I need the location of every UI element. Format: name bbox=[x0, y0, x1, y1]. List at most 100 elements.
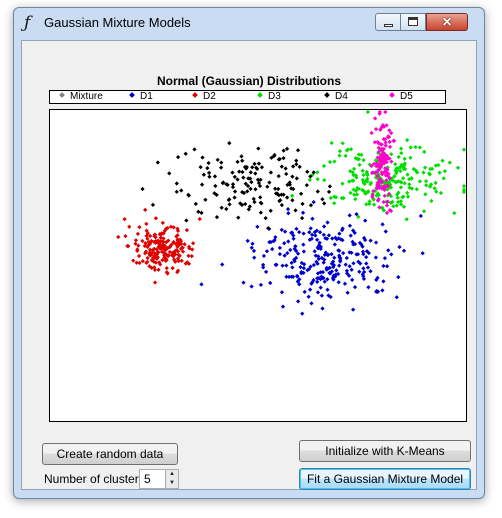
point-d3 bbox=[329, 140, 334, 146]
point-d1 bbox=[347, 264, 352, 269]
point-d1 bbox=[258, 282, 264, 288]
legend-marker-d1 bbox=[129, 92, 135, 99]
point-d5 bbox=[369, 130, 374, 136]
point-d1 bbox=[350, 277, 355, 282]
plot-area[interactable] bbox=[49, 109, 467, 422]
point-d4 bbox=[150, 202, 156, 208]
maximize-button[interactable] bbox=[401, 13, 426, 31]
point-d2 bbox=[182, 242, 187, 247]
point-d1 bbox=[297, 230, 302, 235]
maximize-icon bbox=[408, 17, 418, 26]
point-d2 bbox=[144, 221, 149, 226]
point-d1 bbox=[245, 238, 250, 244]
clusters-value[interactable]: 5 bbox=[144, 472, 151, 486]
point-d1 bbox=[351, 307, 356, 312]
point-d1 bbox=[301, 265, 307, 271]
point-d5 bbox=[384, 210, 390, 215]
point-d1 bbox=[261, 262, 266, 267]
point-d1 bbox=[270, 247, 275, 252]
point-d1 bbox=[274, 262, 279, 267]
minimize-button[interactable] bbox=[375, 13, 401, 31]
point-d4 bbox=[308, 203, 314, 208]
point-d5 bbox=[375, 173, 380, 179]
create-random-data-button[interactable]: Create random data bbox=[42, 443, 178, 465]
point-d3 bbox=[400, 176, 406, 181]
point-d4 bbox=[281, 192, 286, 197]
point-d4 bbox=[320, 197, 325, 202]
point-d2 bbox=[149, 258, 154, 263]
point-d2 bbox=[164, 265, 169, 271]
point-d2 bbox=[175, 268, 181, 273]
point-d3 bbox=[440, 158, 445, 163]
point-d3 bbox=[427, 172, 432, 177]
clusters-stepper[interactable]: 5 ▲ ▼ bbox=[139, 469, 179, 489]
point-d1 bbox=[325, 253, 330, 258]
point-d2 bbox=[184, 227, 190, 233]
point-d1 bbox=[315, 279, 320, 285]
point-d3 bbox=[354, 175, 359, 180]
point-d4 bbox=[297, 164, 302, 169]
point-d1 bbox=[418, 213, 423, 219]
point-d4 bbox=[155, 160, 160, 165]
fit-gmm-button[interactable]: Fit a Gaussian Mixture Model bbox=[299, 468, 471, 490]
point-d2 bbox=[170, 265, 175, 271]
point-d2 bbox=[176, 252, 181, 258]
point-d1 bbox=[279, 290, 285, 295]
point-d1 bbox=[366, 250, 371, 256]
legend-item-d4: D4 bbox=[324, 91, 348, 103]
point-d2 bbox=[170, 252, 175, 257]
spin-up-icon[interactable]: ▲ bbox=[165, 470, 178, 479]
point-d4 bbox=[298, 191, 304, 196]
point-d2 bbox=[156, 267, 161, 272]
point-d2 bbox=[190, 247, 195, 252]
initialize-kmeans-button[interactable]: Initialize with K-Means bbox=[299, 440, 471, 462]
point-d3 bbox=[396, 154, 401, 160]
close-button[interactable]: ✕ bbox=[426, 13, 468, 31]
point-d1 bbox=[420, 251, 425, 256]
point-d3 bbox=[362, 181, 367, 186]
point-d1 bbox=[286, 239, 291, 244]
point-d5 bbox=[391, 138, 396, 143]
point-d1 bbox=[268, 280, 273, 286]
point-d1 bbox=[337, 263, 342, 268]
legend-marker-d4 bbox=[324, 92, 330, 99]
point-d3 bbox=[376, 193, 381, 198]
point-d1 bbox=[280, 263, 285, 268]
point-d4 bbox=[278, 198, 283, 203]
point-d3 bbox=[360, 187, 365, 193]
point-d4 bbox=[283, 166, 288, 171]
point-d4 bbox=[227, 202, 232, 207]
point-d1 bbox=[343, 262, 348, 267]
point-d4 bbox=[207, 174, 212, 179]
point-d5 bbox=[383, 143, 388, 148]
point-d4 bbox=[230, 184, 236, 190]
point-d3 bbox=[398, 146, 404, 151]
point-d1 bbox=[318, 285, 323, 290]
point-d2 bbox=[154, 256, 160, 261]
point-d1 bbox=[352, 284, 358, 290]
point-d2 bbox=[180, 249, 186, 254]
point-d1 bbox=[302, 289, 307, 294]
point-d4 bbox=[184, 218, 189, 223]
point-d2 bbox=[140, 238, 145, 244]
point-d2 bbox=[131, 258, 136, 263]
function-f-icon: ƒ bbox=[24, 13, 31, 33]
point-d5 bbox=[387, 139, 392, 144]
point-d3 bbox=[447, 160, 452, 165]
point-d3 bbox=[405, 172, 410, 177]
point-d4 bbox=[212, 174, 218, 179]
point-d1 bbox=[285, 250, 290, 256]
point-d1 bbox=[282, 241, 287, 246]
point-d3 bbox=[337, 153, 342, 158]
title-bar[interactable]: ƒ Gaussian Mixture Models ✕ bbox=[14, 8, 484, 38]
point-d3 bbox=[408, 145, 413, 150]
point-d4 bbox=[192, 147, 197, 152]
spin-down-icon[interactable]: ▼ bbox=[165, 479, 178, 488]
point-d3 bbox=[315, 176, 320, 182]
point-d3 bbox=[404, 217, 409, 222]
point-d2 bbox=[143, 241, 148, 246]
point-d1 bbox=[279, 227, 284, 232]
point-d5 bbox=[375, 155, 380, 160]
point-d1 bbox=[255, 224, 260, 229]
point-d1 bbox=[325, 287, 330, 292]
